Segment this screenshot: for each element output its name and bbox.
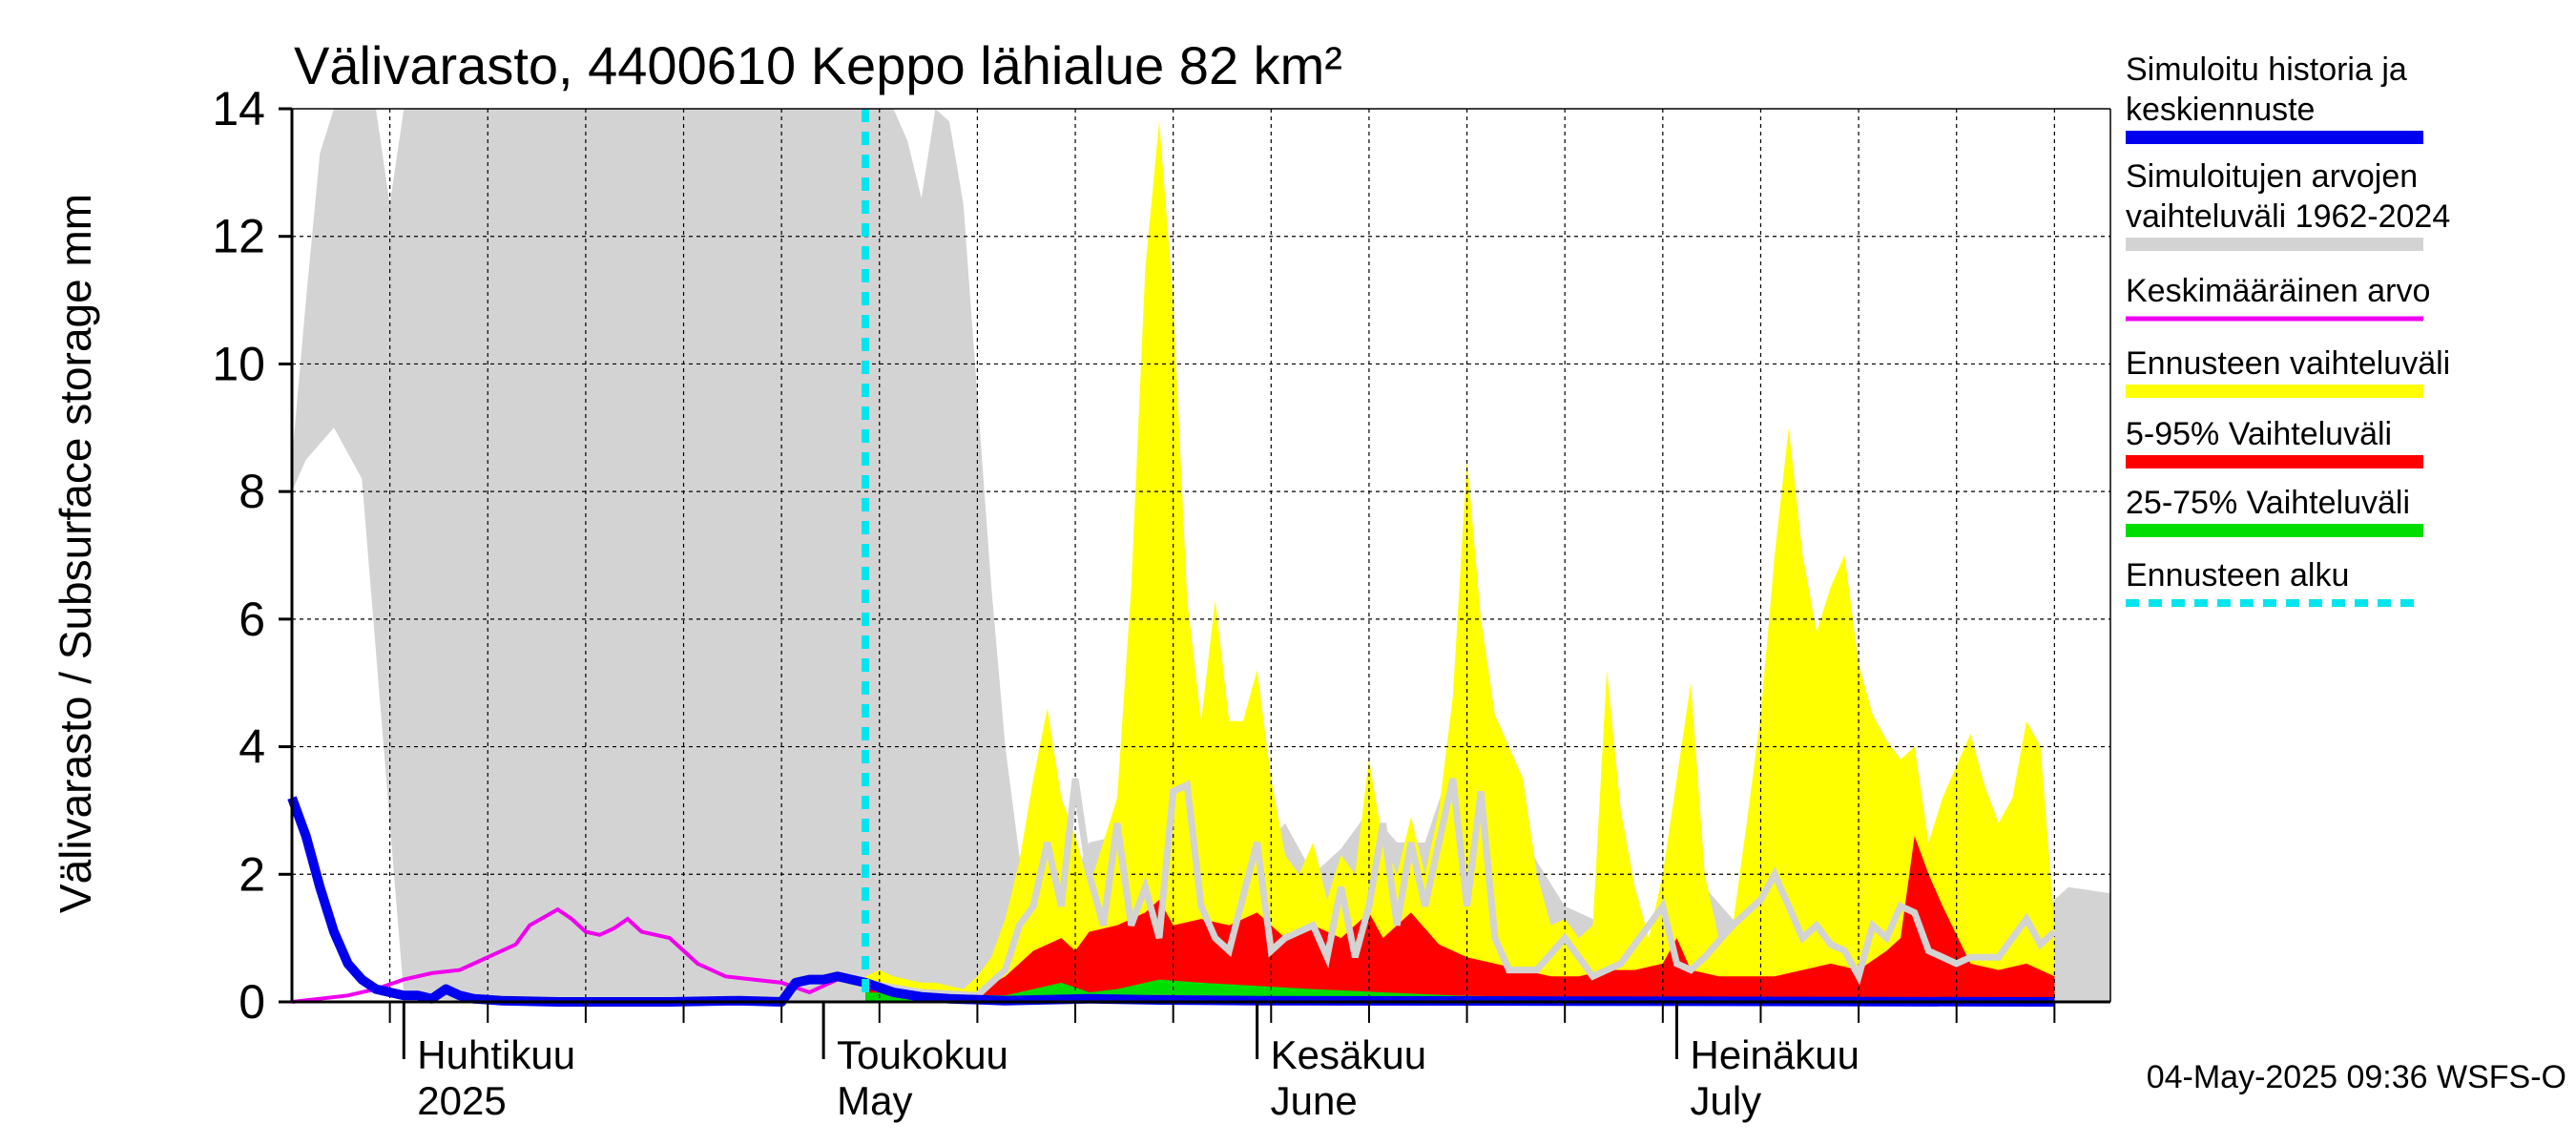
y-ticks: 0 2 4 6 8 10 12 14 xyxy=(212,82,292,1029)
range-area xyxy=(292,109,2110,1001)
legend: Simuloitu historia ja keskiennuste Simuloi… xyxy=(2126,52,2450,607)
chart-title: Välivarasto, 4400610 Keppo lähialue 82 k… xyxy=(294,35,1342,95)
legend-label: Ennusteen vaihteluväli xyxy=(2126,345,2450,382)
x-month-label-fi: Kesäkuu xyxy=(1271,1032,1426,1077)
y-tick-label: 12 xyxy=(212,210,265,263)
legend-label: keskiennuste xyxy=(2126,92,2315,128)
y-tick-label: 14 xyxy=(212,82,265,135)
y-tick-label: 4 xyxy=(239,720,265,774)
x-month-label-en: June xyxy=(1271,1078,1358,1123)
x-month-label-en: July xyxy=(1690,1078,1761,1123)
legend-label: vaihteluväli 1962-2024 xyxy=(2126,198,2450,235)
legend-label: 25-75% Vaihteluväli xyxy=(2126,485,2410,521)
series-forecast-range xyxy=(865,121,2055,1002)
legend-label: Ennusteen alku xyxy=(2126,557,2349,593)
p5-95-area xyxy=(865,836,2055,1002)
median-forecast-line xyxy=(864,778,2057,999)
y-tick-label: 8 xyxy=(239,465,265,518)
legend-label: Keskimääräinen arvo xyxy=(2126,273,2430,309)
x-month-label-fi: Toukokuu xyxy=(837,1032,1008,1077)
legend-label: 5-95% Vaihteluväli xyxy=(2126,416,2392,452)
forecast-range-area xyxy=(865,121,2055,1002)
footer-timestamp: 04-May-2025 09:36 WSFS-O xyxy=(2147,1059,2566,1095)
y-tick-label: 10 xyxy=(212,337,265,390)
legend-label: Simuloitu historia ja xyxy=(2126,52,2407,88)
y-tick-label: 0 xyxy=(239,975,265,1029)
plot-area xyxy=(287,109,2110,1007)
x-month-label-fi: Huhtikuu xyxy=(417,1032,575,1077)
y-axis-label: Välivarasto / Subsurface storage mm xyxy=(51,194,100,913)
series-range xyxy=(292,109,2110,1001)
x-month-label-en: May xyxy=(837,1078,912,1123)
series-p5-95 xyxy=(865,836,2055,1002)
y-tick-label: 6 xyxy=(239,593,265,646)
y-tick-label: 2 xyxy=(239,847,265,901)
grid xyxy=(292,109,2110,1002)
axes xyxy=(290,108,2111,1004)
legend-label: Simuloitujen arvojen xyxy=(2126,158,2418,195)
x-month-label-fi: Heinäkuu xyxy=(1690,1032,1859,1077)
x-month-label-en: 2025 xyxy=(417,1078,506,1123)
